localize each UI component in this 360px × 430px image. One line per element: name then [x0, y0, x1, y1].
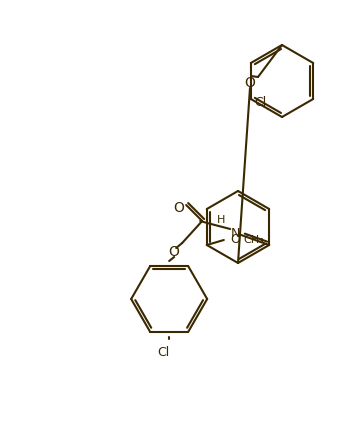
Text: O: O	[230, 233, 240, 246]
Text: H: H	[217, 215, 225, 224]
Text: Cl: Cl	[157, 345, 169, 358]
Text: CH₃: CH₃	[244, 234, 265, 244]
Text: O: O	[169, 244, 180, 258]
Text: O: O	[174, 200, 185, 215]
Text: O: O	[244, 76, 256, 90]
Text: N: N	[230, 227, 240, 240]
Text: Cl: Cl	[254, 95, 266, 108]
